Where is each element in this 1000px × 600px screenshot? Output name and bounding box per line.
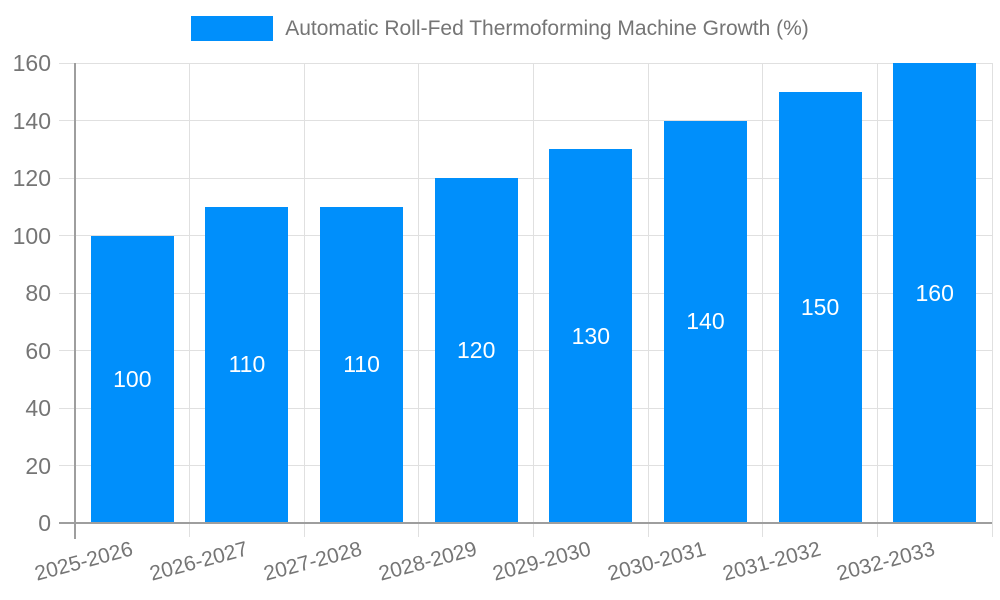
y-axis-tick-label: 60 — [25, 337, 51, 364]
v-gridline — [189, 63, 191, 537]
chart-legend[interactable]: Automatic Roll-Fed Thermoforming Machine… — [0, 16, 1000, 41]
v-gridline — [876, 63, 878, 537]
bar-2026-2027[interactable]: 110 — [205, 206, 289, 523]
v-gridline — [303, 63, 305, 537]
plot-area: 0 20 40 60 80 100 120 140 160 100 2025-2026 110 2026… — [13, 50, 993, 586]
x-axis-tick-label: 2030-2031 — [605, 537, 709, 586]
bar-value-label: 110 — [343, 351, 380, 378]
y-axis-tick-label: 80 — [25, 280, 51, 306]
x-axis-tick-label: 2025-2026 — [32, 537, 136, 586]
y-axis-tick-label: 100 — [12, 222, 51, 249]
y-axis-tick-label: 20 — [25, 452, 51, 479]
y-axis-tick-label: 140 — [12, 107, 51, 134]
h-gridline — [59, 292, 992, 294]
y-axis-tick-label: 0 — [38, 510, 51, 536]
bar-2029-2030[interactable]: 130 — [549, 149, 633, 523]
bar-value-label: 150 — [800, 293, 840, 320]
bar-2028-2029[interactable]: 120 — [434, 178, 518, 523]
x-axis-tick-label: 2032-2033 — [834, 537, 938, 586]
bar-2030-2031[interactable]: 140 — [663, 120, 747, 523]
bar-2025-2026[interactable]: 100 — [90, 235, 174, 523]
h-gridline — [59, 177, 992, 179]
bar-value-label: 110 — [228, 351, 266, 378]
bar-value-label: 120 — [457, 337, 496, 363]
x-axis-tick-label: 2026-2027 — [146, 537, 250, 586]
bar-value-label: 100 — [113, 365, 152, 392]
y-axis-tick-label: 40 — [25, 395, 51, 421]
bar-value-label: 140 — [686, 308, 725, 335]
h-gridline — [59, 62, 992, 64]
y-axis-tick-label: 160 — [12, 50, 51, 76]
bar-2032-2033[interactable]: 160 — [893, 63, 977, 523]
h-gridline — [59, 407, 992, 409]
v-gridline — [991, 63, 993, 537]
x-axis-tick-label: 2028-2029 — [376, 537, 480, 586]
h-gridline — [59, 350, 992, 351]
bar-value-label: 160 — [915, 279, 954, 306]
v-gridline — [647, 63, 649, 537]
h-gridline — [59, 235, 992, 236]
x-axis-tick-label: 2031-2032 — [719, 537, 823, 586]
x-axis-tick-label: 2027-2028 — [261, 537, 365, 586]
h-gridline — [59, 120, 992, 121]
bar-2027-2028[interactable]: 110 — [320, 206, 404, 523]
y-axis-tick-label: 120 — [12, 165, 51, 191]
bar-value-label: 130 — [571, 322, 610, 349]
x-axis-line — [59, 522, 992, 524]
bar-2031-2032[interactable]: 150 — [778, 91, 862, 523]
legend-swatch — [191, 16, 274, 41]
x-axis-tick-label: 2029-2030 — [490, 537, 594, 586]
h-gridline — [59, 465, 992, 466]
legend-label: Automatic Roll-Fed Thermoforming Machine… — [285, 16, 809, 40]
v-gridline — [762, 63, 764, 537]
y-axis-line — [74, 63, 76, 539]
v-gridline — [533, 63, 534, 537]
v-gridline — [418, 63, 420, 537]
